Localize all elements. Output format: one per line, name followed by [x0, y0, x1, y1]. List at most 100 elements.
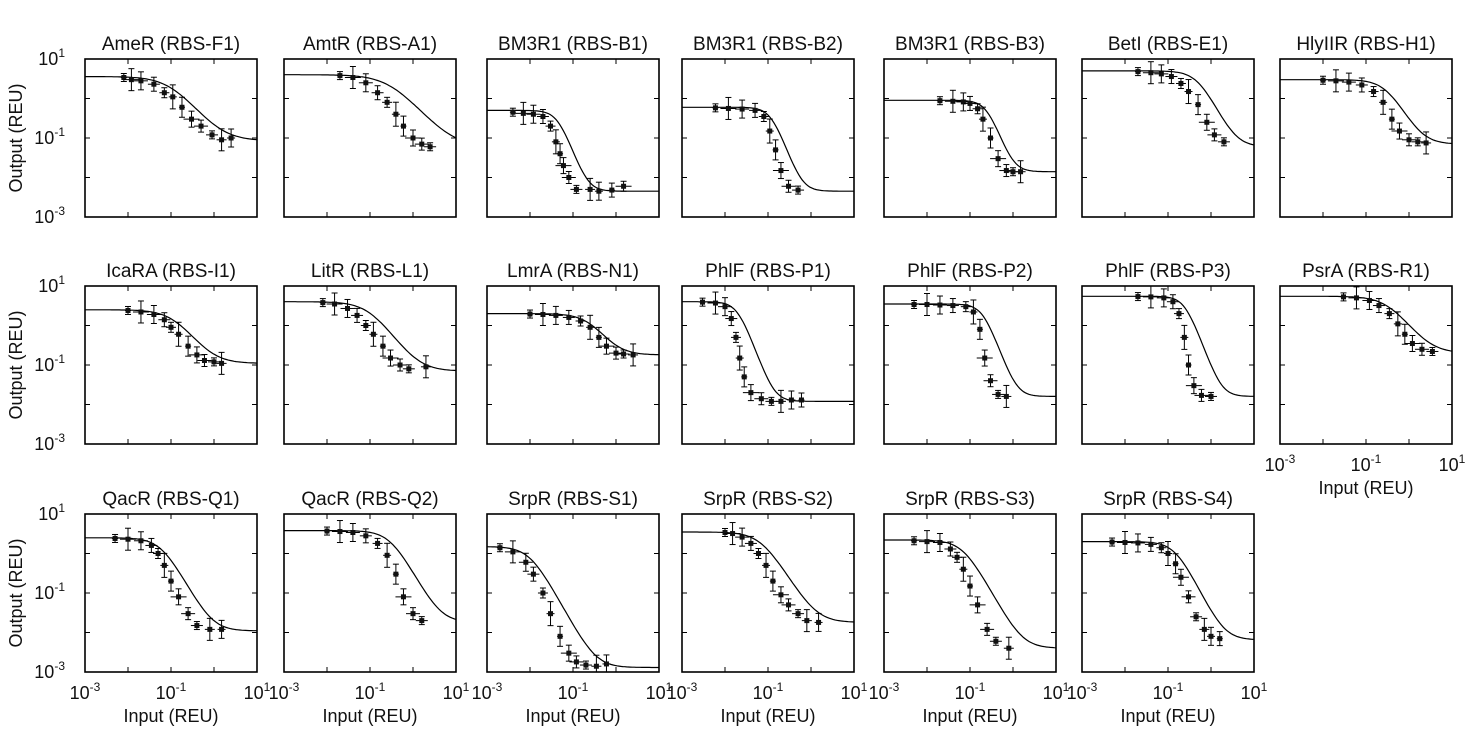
chart-panel: PhlF (RBS-P1): [681, 261, 855, 445]
chart-panel: PhlF (RBS-P2): [883, 261, 1057, 445]
data-point: [125, 536, 131, 542]
data-point: [1148, 70, 1154, 76]
data-point: [1135, 540, 1141, 546]
panel-title: LitR (RBS-L1): [311, 261, 429, 282]
y-tick-label: 10-1: [34, 580, 65, 603]
data-point: [1176, 311, 1182, 317]
data-point: [748, 540, 754, 546]
data-point: [1423, 140, 1429, 146]
panel-title: AmeR (RBS-F1): [102, 34, 240, 55]
y-tick-label: 101: [38, 273, 65, 296]
data-point: [728, 316, 734, 322]
data-point: [773, 147, 779, 153]
data-point: [573, 659, 579, 665]
data-point: [975, 602, 981, 608]
data-point: [128, 77, 134, 83]
data-point: [1195, 102, 1201, 108]
chart-panel: BM3R1 (RBS-B3): [883, 34, 1057, 218]
data-point: [419, 618, 425, 624]
plot-frame: [283, 285, 457, 445]
data-point: [148, 542, 154, 548]
panel-title: AmtR (RBS-A1): [303, 34, 437, 55]
plot-frame: [681, 513, 855, 673]
data-point: [984, 626, 990, 632]
data-point: [112, 535, 118, 541]
data-point: [947, 546, 953, 552]
data-point: [406, 366, 412, 372]
data-point: [1003, 393, 1009, 399]
data-point: [557, 633, 563, 639]
data-point: [778, 168, 784, 174]
panel-title: QacR (RBS-Q1): [102, 489, 239, 510]
data-point: [423, 364, 429, 370]
data-point: [1170, 299, 1176, 305]
x-tick-label: 101: [1043, 680, 1070, 703]
y-axis-label: Output (REU): [6, 310, 26, 419]
data-point: [363, 80, 369, 86]
data-point: [970, 309, 976, 315]
data-point: [179, 104, 185, 110]
data-point: [1419, 346, 1425, 352]
panel-title: HlyIIR (RBS-H1): [1296, 34, 1435, 55]
x-tick-label: 10-1: [955, 680, 986, 703]
data-point: [603, 661, 609, 667]
chart-panel: SrpR (RBS-S2) 10-3 10-1 101 Input (REU): [667, 489, 868, 726]
fit-curve: [1280, 79, 1453, 145]
data-point: [207, 626, 213, 632]
data-point: [1198, 392, 1204, 398]
data-point: [189, 116, 195, 122]
plot-frame: [1081, 513, 1255, 673]
fit-curve: [284, 530, 457, 620]
data-point: [1135, 69, 1141, 75]
data-point: [155, 551, 161, 556]
chart-panel: BetI (RBS-E1): [1081, 34, 1255, 218]
panel-title: LmrA (RBS-N1): [507, 261, 639, 282]
data-point: [176, 594, 182, 600]
data-point: [566, 175, 572, 180]
data-point: [1376, 303, 1382, 309]
data-point: [198, 123, 204, 129]
data-point: [161, 317, 167, 323]
data-point: [553, 139, 559, 145]
data-point: [1341, 294, 1347, 300]
data-point: [1006, 645, 1012, 651]
data-point: [1186, 594, 1192, 600]
panel-title: PsrA (RBS-R1): [1302, 261, 1430, 282]
fit-curve: [682, 106, 854, 192]
data-point: [1191, 383, 1197, 389]
data-point: [375, 90, 381, 96]
x-tick-label: 10-1: [753, 680, 784, 703]
data-point: [1181, 334, 1187, 340]
data-point: [804, 618, 810, 624]
data-point: [161, 90, 167, 96]
fit-curve: [85, 309, 258, 364]
data-point: [168, 324, 174, 330]
panel-title: SrpR (RBS-S2): [703, 489, 833, 510]
plot-frame: [1081, 285, 1255, 445]
panel-title: QacR (RBS-Q2): [301, 489, 438, 510]
data-point: [510, 549, 516, 555]
data-point: [778, 398, 784, 404]
y-axis-label: Output (REU): [6, 538, 26, 647]
data-point: [739, 534, 745, 540]
panel-title: IcaRA (RBS-I1): [106, 261, 236, 282]
x-tick-label: 101: [646, 680, 673, 703]
data-point: [332, 301, 338, 307]
data-point: [185, 343, 191, 349]
data-point: [752, 107, 758, 113]
data-point: [816, 619, 822, 625]
fit-curve: [284, 301, 457, 372]
data-point: [337, 73, 343, 79]
data-point: [954, 554, 960, 560]
data-point: [185, 611, 191, 617]
fit-curve: [884, 99, 1056, 173]
x-tick-label: 10-3: [269, 680, 300, 703]
data-point: [995, 391, 1001, 397]
x-tick-label: 101: [1241, 680, 1268, 703]
data-point: [1186, 89, 1192, 95]
data-point: [767, 128, 773, 134]
data-point: [410, 135, 416, 141]
data-point: [350, 75, 356, 81]
data-point: [520, 110, 526, 116]
fit-curve: [884, 303, 1056, 397]
